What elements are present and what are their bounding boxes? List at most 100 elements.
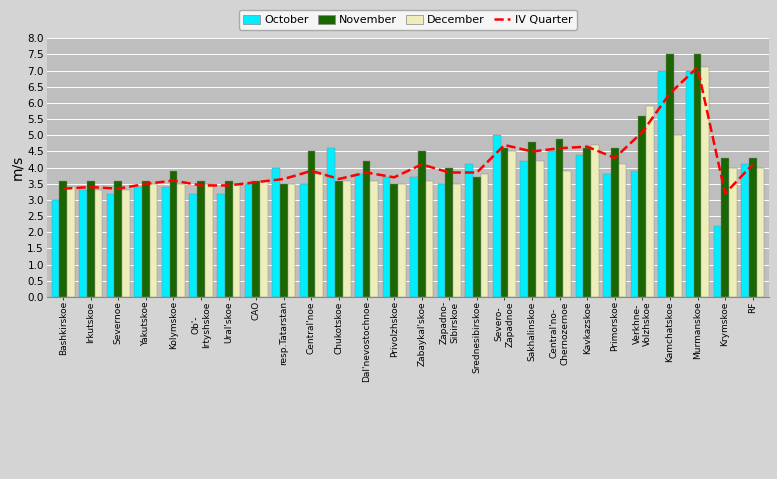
Bar <box>445 168 453 297</box>
Bar <box>343 181 350 297</box>
Bar <box>713 226 721 297</box>
Bar <box>749 158 757 297</box>
Bar <box>521 161 528 297</box>
IV Quarter <box>610 155 619 161</box>
IV Quarter <box>279 176 288 182</box>
Bar <box>371 181 378 297</box>
IV Quarter <box>528 148 537 154</box>
Bar <box>87 181 95 297</box>
Bar <box>721 158 729 297</box>
Bar <box>603 174 611 297</box>
Bar <box>548 151 556 297</box>
Bar <box>611 148 618 297</box>
Bar <box>142 181 150 297</box>
Bar <box>67 187 75 297</box>
Legend: October, November, December, IV Quarter: October, November, December, IV Quarter <box>239 10 577 30</box>
Bar <box>646 106 654 297</box>
Bar <box>232 184 240 297</box>
Bar <box>245 184 253 297</box>
Bar <box>150 184 158 297</box>
Bar <box>437 184 445 297</box>
IV Quarter <box>748 161 758 167</box>
Bar <box>79 190 87 297</box>
Bar <box>757 168 765 297</box>
Bar <box>327 148 335 297</box>
Bar <box>584 148 591 297</box>
Bar <box>382 177 390 297</box>
Bar <box>465 164 473 297</box>
Bar <box>335 181 343 297</box>
IV Quarter <box>583 144 592 149</box>
Bar <box>426 181 434 297</box>
Bar <box>300 184 308 297</box>
Bar <box>280 184 287 297</box>
Bar <box>51 200 59 297</box>
Bar <box>106 194 114 297</box>
Bar <box>315 174 323 297</box>
Bar <box>473 177 481 297</box>
IV Quarter <box>389 174 399 180</box>
Bar <box>410 177 418 297</box>
Bar <box>536 161 544 297</box>
IV Quarter <box>444 170 454 175</box>
Bar <box>563 171 571 297</box>
IV Quarter <box>252 179 261 185</box>
IV Quarter <box>555 146 564 151</box>
Bar <box>205 184 213 297</box>
Bar <box>272 168 280 297</box>
Bar <box>390 184 398 297</box>
IV Quarter <box>307 168 316 174</box>
Bar <box>162 187 169 297</box>
Bar <box>355 174 363 297</box>
Bar <box>190 194 197 297</box>
IV Quarter <box>500 142 509 148</box>
Bar <box>556 138 563 297</box>
IV Quarter <box>665 91 674 96</box>
Bar <box>363 161 371 297</box>
IV Quarter <box>86 184 96 190</box>
Y-axis label: m/s: m/s <box>10 155 24 180</box>
IV Quarter <box>141 181 151 187</box>
Line: IV Quarter: IV Quarter <box>63 68 753 194</box>
Bar <box>287 184 295 297</box>
Bar <box>260 181 268 297</box>
Bar <box>253 181 260 297</box>
Bar <box>453 184 461 297</box>
Bar <box>95 190 103 297</box>
Bar <box>481 174 489 297</box>
Bar <box>674 136 681 297</box>
Bar <box>576 155 584 297</box>
Bar <box>508 151 516 297</box>
IV Quarter <box>638 129 647 135</box>
Bar <box>639 116 646 297</box>
Bar <box>217 194 225 297</box>
IV Quarter <box>720 191 730 196</box>
Bar <box>694 55 702 297</box>
Bar <box>729 168 737 297</box>
IV Quarter <box>334 176 343 182</box>
Bar <box>177 184 185 297</box>
Bar <box>658 71 666 297</box>
Bar <box>631 171 639 297</box>
Bar <box>702 68 709 297</box>
Bar <box>134 187 142 297</box>
Bar <box>225 181 232 297</box>
IV Quarter <box>417 161 427 167</box>
Bar <box>528 142 536 297</box>
Bar <box>618 164 626 297</box>
IV Quarter <box>472 170 482 175</box>
Bar <box>169 171 177 297</box>
IV Quarter <box>224 182 233 188</box>
Bar <box>591 145 599 297</box>
IV Quarter <box>113 186 123 192</box>
Bar <box>197 181 205 297</box>
Bar <box>686 71 694 297</box>
Bar <box>493 136 500 297</box>
Bar <box>122 190 130 297</box>
Bar <box>500 148 508 297</box>
IV Quarter <box>197 182 206 188</box>
IV Quarter <box>362 170 371 175</box>
Bar <box>741 164 749 297</box>
Bar <box>418 151 426 297</box>
Bar <box>308 151 315 297</box>
